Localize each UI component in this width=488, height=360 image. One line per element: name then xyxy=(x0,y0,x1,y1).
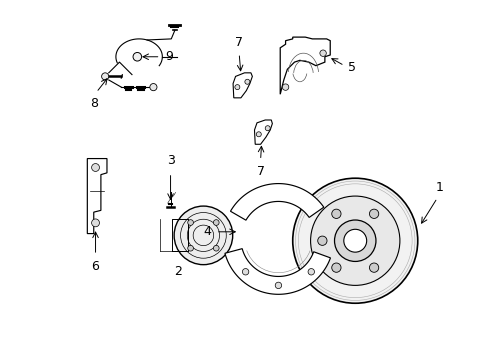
Circle shape xyxy=(102,73,108,80)
Circle shape xyxy=(319,50,325,57)
Text: 7: 7 xyxy=(235,36,243,49)
Text: 5: 5 xyxy=(347,61,355,74)
Polygon shape xyxy=(224,249,330,294)
Circle shape xyxy=(307,269,314,275)
Circle shape xyxy=(369,263,378,272)
Circle shape xyxy=(234,85,240,90)
Circle shape xyxy=(174,206,232,265)
Text: 8: 8 xyxy=(90,97,98,110)
Circle shape xyxy=(133,53,142,61)
Circle shape xyxy=(213,220,219,225)
Circle shape xyxy=(91,219,99,227)
Circle shape xyxy=(331,263,340,272)
Text: 2: 2 xyxy=(173,265,181,278)
Circle shape xyxy=(256,132,261,137)
Circle shape xyxy=(187,220,193,225)
Text: 9: 9 xyxy=(165,50,173,63)
Circle shape xyxy=(91,163,99,171)
Circle shape xyxy=(317,236,326,246)
Polygon shape xyxy=(87,158,107,234)
Circle shape xyxy=(242,269,248,275)
Text: 7: 7 xyxy=(256,165,264,178)
Circle shape xyxy=(264,126,270,131)
Circle shape xyxy=(343,229,366,252)
Circle shape xyxy=(213,246,219,251)
Circle shape xyxy=(187,246,193,251)
Circle shape xyxy=(282,84,288,90)
Circle shape xyxy=(331,209,340,219)
Circle shape xyxy=(149,84,157,91)
Circle shape xyxy=(334,220,375,261)
Polygon shape xyxy=(254,120,272,144)
Text: 3: 3 xyxy=(166,154,174,167)
Circle shape xyxy=(310,196,399,285)
Circle shape xyxy=(292,178,417,303)
Polygon shape xyxy=(233,73,252,98)
Polygon shape xyxy=(280,37,329,94)
Circle shape xyxy=(244,79,249,84)
Circle shape xyxy=(275,282,281,289)
Polygon shape xyxy=(230,184,323,220)
Text: 1: 1 xyxy=(434,181,442,194)
Text: 6: 6 xyxy=(91,260,99,273)
Text: 4: 4 xyxy=(203,225,211,238)
Circle shape xyxy=(369,209,378,219)
